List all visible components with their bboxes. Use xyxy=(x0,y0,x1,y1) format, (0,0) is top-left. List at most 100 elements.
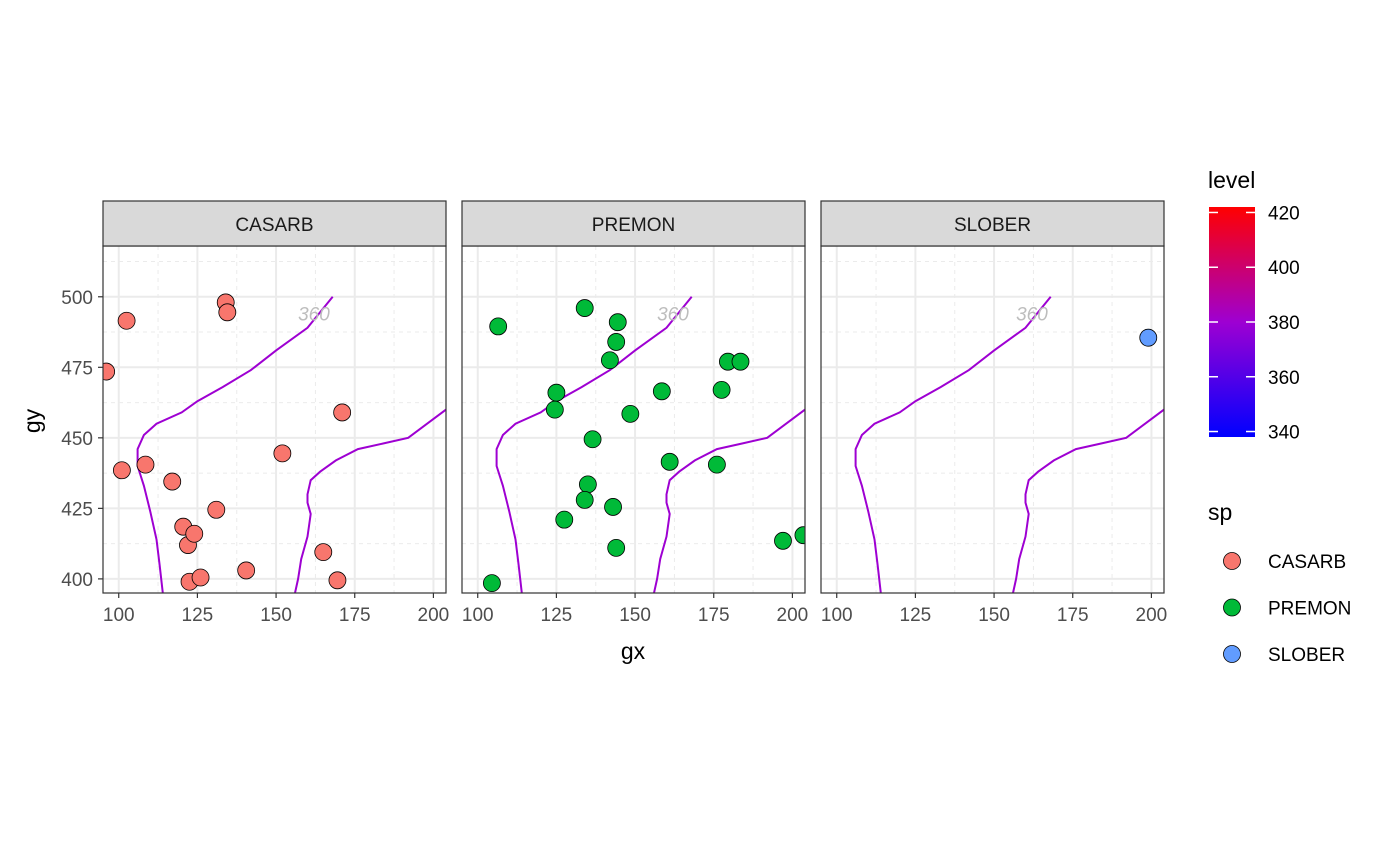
x-tick-label: 125 xyxy=(900,605,932,626)
colorbar-tick-label: 360 xyxy=(1268,368,1300,389)
data-point xyxy=(575,491,594,509)
data-point xyxy=(575,299,594,317)
panel-background xyxy=(821,246,1164,593)
data-point xyxy=(112,461,131,480)
y-tick-label: 475 xyxy=(61,358,93,379)
data-point xyxy=(482,574,501,593)
data-point xyxy=(489,317,508,336)
contour-line-right xyxy=(294,408,446,593)
data-point xyxy=(774,531,792,550)
contour-line-left xyxy=(495,296,693,593)
level-legend: level 340 360 380 400 420 xyxy=(1208,167,1300,444)
x-tick-label: 175 xyxy=(339,605,371,626)
data-point xyxy=(578,475,597,494)
colorbar-tick-label: 400 xyxy=(1268,258,1300,279)
species-legend-label: CASARB xyxy=(1268,552,1346,573)
facet-strip-label: SLOBER xyxy=(954,215,1031,236)
y-tick-label: 425 xyxy=(61,499,93,520)
contour-lines xyxy=(136,296,446,593)
data-point xyxy=(607,333,626,351)
colorbar-tick-label: 380 xyxy=(1268,313,1300,334)
y-tick-label: 500 xyxy=(61,288,93,309)
contour-label: 360 xyxy=(1016,305,1048,326)
species-legend: sp CASARB PREMON SLOBER xyxy=(1208,499,1351,666)
data-point xyxy=(621,404,640,423)
x-tick-label: 175 xyxy=(698,605,730,626)
x-tick-label: 125 xyxy=(182,605,214,626)
species-legend-label: PREMON xyxy=(1268,599,1351,620)
y-tick-label: 450 xyxy=(61,429,93,450)
contour-line-right xyxy=(1012,408,1164,593)
axes: gx gy xyxy=(19,408,646,664)
x-tick-label: 100 xyxy=(462,605,494,626)
contour-label: 360 xyxy=(298,305,330,326)
facet-strip-label: PREMON xyxy=(592,215,675,236)
facet-strip xyxy=(461,200,806,247)
data-point xyxy=(545,400,564,419)
data-points xyxy=(482,299,805,593)
data-point xyxy=(136,455,155,474)
species-legend-key xyxy=(1223,645,1241,663)
y-tick-label: 400 xyxy=(61,570,93,591)
species-legend-label: SLOBER xyxy=(1268,645,1345,666)
facet-strip xyxy=(820,200,1165,247)
data-point xyxy=(185,524,204,543)
contour-line-left xyxy=(136,296,334,593)
data-point xyxy=(191,568,210,587)
facet-panel-casarb: 360 CASARB 100 125 150 175 200 400 425 450 475 500 xyxy=(61,200,450,626)
contour-lines xyxy=(495,296,805,593)
x-tick-label: 200 xyxy=(777,605,809,626)
x-tick-label: 150 xyxy=(978,605,1010,626)
data-point xyxy=(328,571,347,590)
data-point xyxy=(652,382,671,401)
data-point xyxy=(273,444,292,463)
species-legend-title: sp xyxy=(1208,499,1232,525)
data-point xyxy=(1139,328,1158,347)
x-tick-label: 200 xyxy=(418,605,450,626)
data-point xyxy=(604,498,622,516)
data-point xyxy=(555,510,574,529)
level-legend-title: level xyxy=(1208,167,1255,193)
data-point xyxy=(731,352,750,371)
contour-lines xyxy=(854,296,1164,593)
x-tick-label: 200 xyxy=(1136,605,1168,626)
x-axis-title: gx xyxy=(621,638,646,664)
data-point xyxy=(547,383,566,402)
facet-strip xyxy=(102,200,447,247)
data-point xyxy=(712,380,731,399)
data-point xyxy=(607,538,626,557)
colorbar-tick-label: 420 xyxy=(1268,203,1300,224)
x-tick-label: 100 xyxy=(821,605,853,626)
data-point xyxy=(117,311,136,330)
data-point xyxy=(218,303,237,322)
data-point xyxy=(333,403,352,422)
data-point xyxy=(163,472,182,491)
x-tick-label: 175 xyxy=(1057,605,1089,626)
y-axis-title: gy xyxy=(19,408,45,433)
data-point xyxy=(794,526,805,545)
x-tick-label: 150 xyxy=(260,605,292,626)
data-point xyxy=(103,362,116,381)
x-tick-label: 100 xyxy=(103,605,135,626)
data-points xyxy=(103,293,352,591)
facet-strip-label: CASARB xyxy=(235,215,313,236)
species-legend-key xyxy=(1223,598,1241,617)
x-tick-label: 125 xyxy=(541,605,573,626)
facet-panel-slober: 360 SLOBER 100 125 150 175 200 xyxy=(820,200,1168,626)
species-legend-key xyxy=(1223,552,1241,570)
data-point xyxy=(600,351,619,370)
facet-panel-premon: 360 PREMON 100 125 150 175 200 xyxy=(461,200,809,626)
colorbar-tick-label: 340 xyxy=(1268,423,1300,444)
contour-line-left xyxy=(854,296,1052,593)
data-point xyxy=(608,313,627,332)
panel-background xyxy=(103,246,446,593)
contour-line-right xyxy=(653,408,805,593)
data-point xyxy=(207,500,226,519)
data-points xyxy=(1139,328,1158,347)
x-tick-label: 150 xyxy=(619,605,651,626)
data-point xyxy=(707,455,726,474)
data-point xyxy=(314,543,333,561)
data-point xyxy=(660,452,679,471)
